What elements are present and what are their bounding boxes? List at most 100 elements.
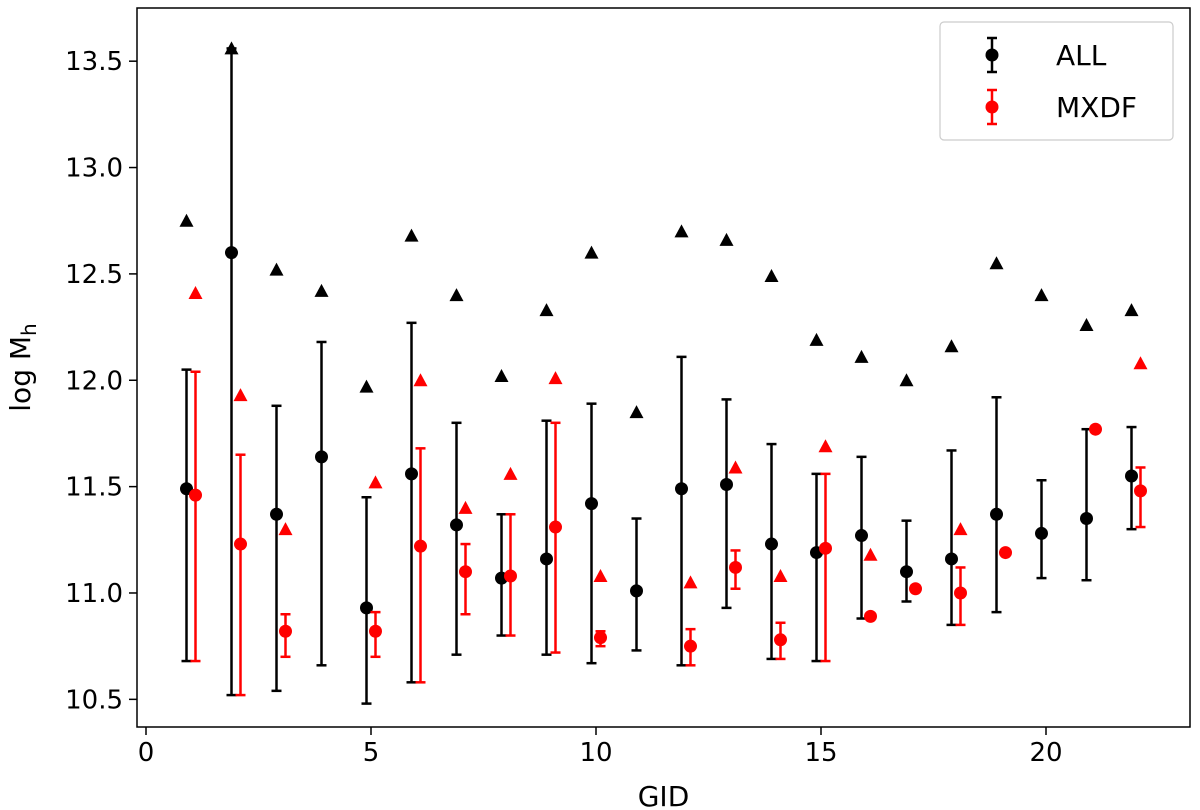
upper-limit-all-gid-11 [629,405,644,419]
upper-limit-all-gid-9 [539,303,554,317]
upper-limit-mxdf-gid-15 [818,439,833,453]
upper-limit-mxdf-gid-6 [413,373,428,387]
point-all-gid-22 [1125,469,1138,483]
point-all-gid-7 [450,518,463,532]
point-mxdf-gid-8 [504,569,517,583]
legend-label-all: ALL [1056,39,1107,72]
x-tick-label-20: 20 [1029,738,1062,768]
point-mxdf-gid-17 [909,582,922,596]
upper-limit-all-gid-18 [944,339,959,353]
series-mxdf [188,286,1148,697]
point-all-gid-9 [540,552,553,566]
upper-limit-all-gid-17 [899,373,914,387]
point-all-gid-20 [1035,526,1048,540]
point-mxdf-gid-5 [369,624,382,638]
point-mxdf-gid-13 [729,560,742,574]
x-axis-label: GID [638,780,690,810]
point-all-gid-1 [180,482,193,496]
point-mxdf-gid-22 [1134,484,1147,498]
point-all-gid-10 [585,497,598,511]
point-all-gid-6 [405,467,418,481]
y-axis: 10.5 11.0 11.5 12.0 12.5 13.0 13.5 [65,47,137,715]
legend-marker-all [985,48,999,62]
y-tick-label-12: 12.0 [65,366,123,396]
x-tick-label-15: 15 [804,738,837,768]
point-all-gid-4 [315,450,328,464]
upper-limit-all-gid-4 [314,283,329,297]
upper-limit-mxdf-gid-7 [458,500,473,514]
upper-limit-mxdf-gid-5 [368,475,383,489]
x-axis: 0 5 10 15 20 [138,727,1063,768]
point-mxdf-gid-9 [549,520,562,534]
upper-limit-mxdf-gid-3 [278,522,293,536]
point-all-gid-16 [855,529,868,543]
point-all-gid-18 [945,552,958,566]
series-layer [179,41,1148,705]
y-tick-label-13.5: 13.5 [65,47,123,77]
upper-limit-all-gid-16 [854,349,869,363]
x-tick-label-0: 0 [138,738,155,768]
upper-limit-all-gid-7 [449,288,464,302]
y-axis-label-subscript: h [17,323,41,336]
upper-limit-all-gid-3 [269,262,284,276]
point-all-gid-13 [720,477,733,491]
legend: ALL MXDF [939,21,1174,141]
legend-item-mxdf: MXDF [985,88,1137,126]
upper-limit-all-gid-22 [1124,303,1139,317]
upper-limit-mxdf-gid-12 [683,575,698,589]
upper-limit-all-gid-1 [179,213,194,227]
legend-box [939,21,1174,141]
point-mxdf-gid-10 [594,631,607,645]
upper-limit-mxdf-gid-1 [188,286,203,300]
upper-limit-mxdf-gid-22 [1133,356,1148,370]
upper-limit-mxdf-gid-10 [593,568,608,582]
point-all-gid-17 [900,565,913,579]
legend-label-mxdf: MXDF [1056,91,1137,124]
upper-limit-mxdf-gid-18 [953,522,968,536]
point-mxdf-gid-19 [999,546,1012,560]
point-mxdf-gid-18 [954,586,967,600]
y-axis-label: log Mh [4,323,41,411]
upper-limit-all-gid-14 [764,269,779,283]
plot-frame [136,7,1191,728]
upper-limit-all-gid-10 [584,245,599,259]
y-tick-label-13: 13.0 [65,154,123,184]
upper-limit-all-gid-15 [809,332,824,346]
upper-limit-mxdf-gid-2 [233,388,248,402]
y-axis-label-main: log M [4,336,37,412]
legend-marker-mxdf [985,100,999,114]
legend-item-all: ALL [985,36,1107,74]
upper-limit-all-gid-8 [494,369,509,383]
y-tick-label-10.5: 10.5 [65,685,123,715]
point-all-gid-2 [225,246,238,260]
point-mxdf-gid-15 [819,541,832,555]
point-all-gid-19 [990,507,1003,521]
upper-limit-all-gid-21 [1079,317,1094,331]
upper-limit-all-gid-19 [989,256,1004,270]
point-mxdf-gid-12 [684,639,697,653]
point-all-gid-14 [765,537,778,551]
upper-limit-all-gid-5 [359,379,374,393]
point-mxdf-gid-14 [774,633,787,647]
upper-limit-all-gid-13 [719,232,734,246]
point-mxdf-gid-7 [459,565,472,579]
upper-limit-mxdf-gid-16 [863,547,878,561]
upper-limit-mxdf-gid-9 [548,371,563,385]
x-tick-label-10: 10 [579,738,612,768]
x-tick-label-5: 5 [363,738,380,768]
point-mxdf-gid-21 [1089,422,1102,436]
point-mxdf-gid-3 [279,624,292,638]
upper-limit-mxdf-gid-8 [503,466,518,480]
upper-limit-all-gid-12 [674,224,689,238]
point-mxdf-gid-1 [189,488,202,502]
point-all-gid-5 [360,601,373,615]
upper-limit-mxdf-gid-14 [773,568,788,582]
point-mxdf-gid-6 [414,539,427,553]
series-all [179,41,1139,705]
point-all-gid-3 [270,507,283,521]
upper-limit-mxdf-gid-13 [728,460,743,474]
point-all-gid-12 [675,482,688,496]
y-tick-label-12.5: 12.5 [65,260,123,290]
point-mxdf-gid-2 [234,537,247,551]
